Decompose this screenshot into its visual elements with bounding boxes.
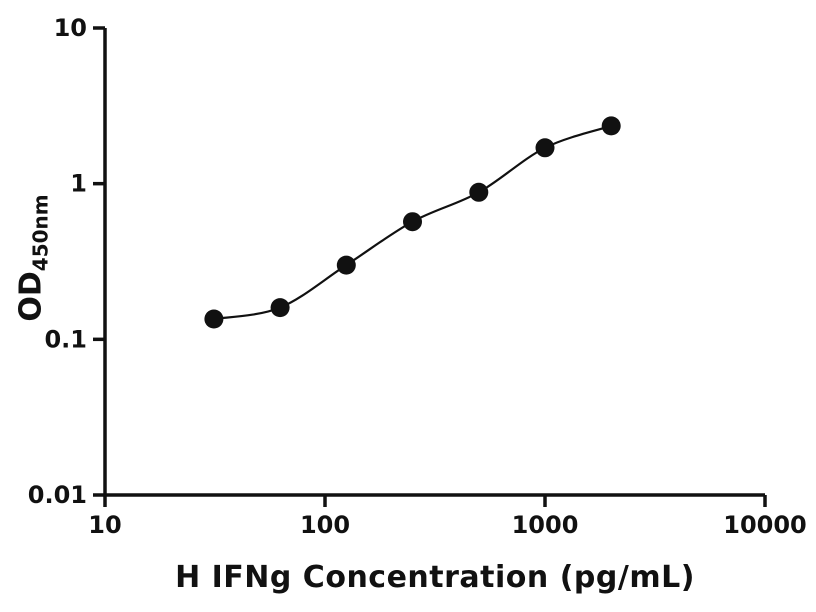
y-tick-label: 10: [54, 14, 87, 42]
data-point: [336, 255, 356, 275]
x-tick-label: 1000: [512, 511, 579, 539]
y-tick-label: 1: [70, 170, 87, 198]
data-point: [403, 212, 422, 232]
data-point: [204, 309, 224, 329]
x-tick-label: 10000: [723, 511, 807, 539]
y-axis-title-subscript: 450nm: [28, 194, 53, 272]
axes-spines: [103, 28, 765, 497]
y-tick-label: 0.1: [44, 325, 87, 353]
x-tick-label: 100: [300, 511, 350, 539]
data-point: [469, 182, 489, 202]
data-point: [270, 298, 290, 318]
x-tick-label: 10: [88, 511, 121, 539]
y-tick-label: 0.01: [28, 481, 87, 509]
data-point: [601, 116, 621, 136]
x-axis-title: H IFNg Concentration (pg/mL): [175, 560, 695, 595]
y-axis-title: OD450nm: [14, 194, 53, 321]
y-axis-title-main: OD: [13, 271, 49, 322]
data-point: [535, 138, 555, 158]
